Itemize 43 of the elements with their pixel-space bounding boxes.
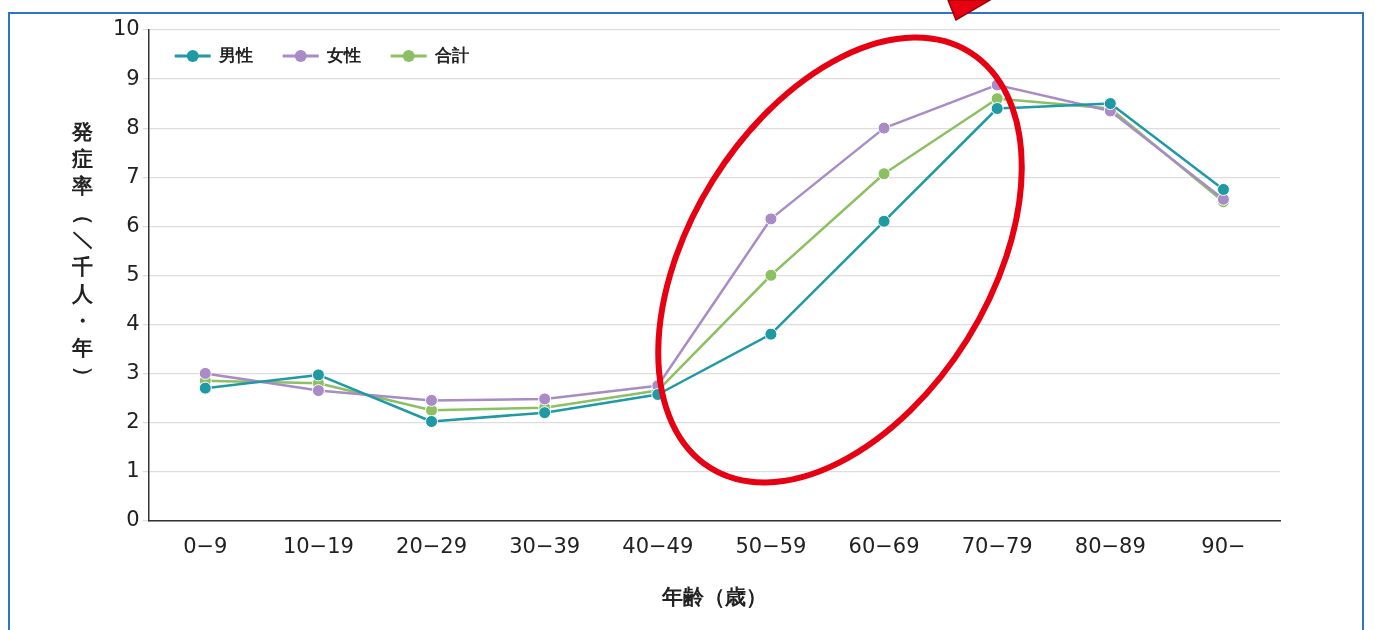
point: [990, 102, 1004, 115]
point: [538, 392, 552, 406]
y-tick-label: 6: [126, 212, 140, 237]
point: [877, 167, 891, 181]
point: [764, 268, 778, 282]
point: [877, 121, 891, 135]
point: [311, 384, 325, 398]
y-tick-label: 5: [126, 261, 140, 286]
point: [877, 214, 891, 228]
y-tick-label: 2: [126, 408, 140, 433]
point: [198, 381, 212, 395]
legend-label: 男性: [217, 45, 253, 66]
point: [764, 327, 778, 341]
y-tick-label: 1: [126, 457, 140, 482]
x-tick-label: 10−19: [282, 533, 354, 558]
x-tick-label: 40−49: [622, 533, 694, 558]
y-tick-label: 8: [126, 114, 140, 139]
y-tick-label: 7: [126, 163, 140, 188]
y-tick-label: 3: [126, 359, 140, 384]
y-tick-label: 10: [112, 16, 140, 41]
x-tick-label: 20−29: [396, 533, 468, 558]
x-tick-label: 70−79: [961, 533, 1033, 558]
point: [1216, 182, 1230, 196]
point: [764, 212, 778, 226]
x-tick-label: 0−9: [183, 533, 228, 558]
text: 発症率（／千人・年）: [71, 120, 96, 388]
point: [198, 366, 212, 380]
y-tick-label: 4: [126, 310, 140, 335]
y-tick-label: 0: [126, 507, 140, 532]
y-tick-label: 9: [126, 65, 140, 90]
point: [311, 368, 325, 382]
point: [1103, 97, 1117, 111]
x-tick-label: 80−89: [1074, 533, 1146, 558]
point: [425, 415, 439, 428]
legend-label: 女性: [325, 45, 361, 66]
x-tick-label: 50−59: [735, 533, 807, 558]
x-axis-title: 年齢（歳）: [660, 584, 767, 609]
legend-label: 合計: [433, 45, 469, 66]
x-tick-label: 90−: [1201, 533, 1246, 558]
x-tick-label: 60−69: [848, 533, 920, 558]
x-tick-label: 30−39: [509, 533, 581, 558]
point: [538, 406, 552, 420]
point: [425, 393, 439, 407]
